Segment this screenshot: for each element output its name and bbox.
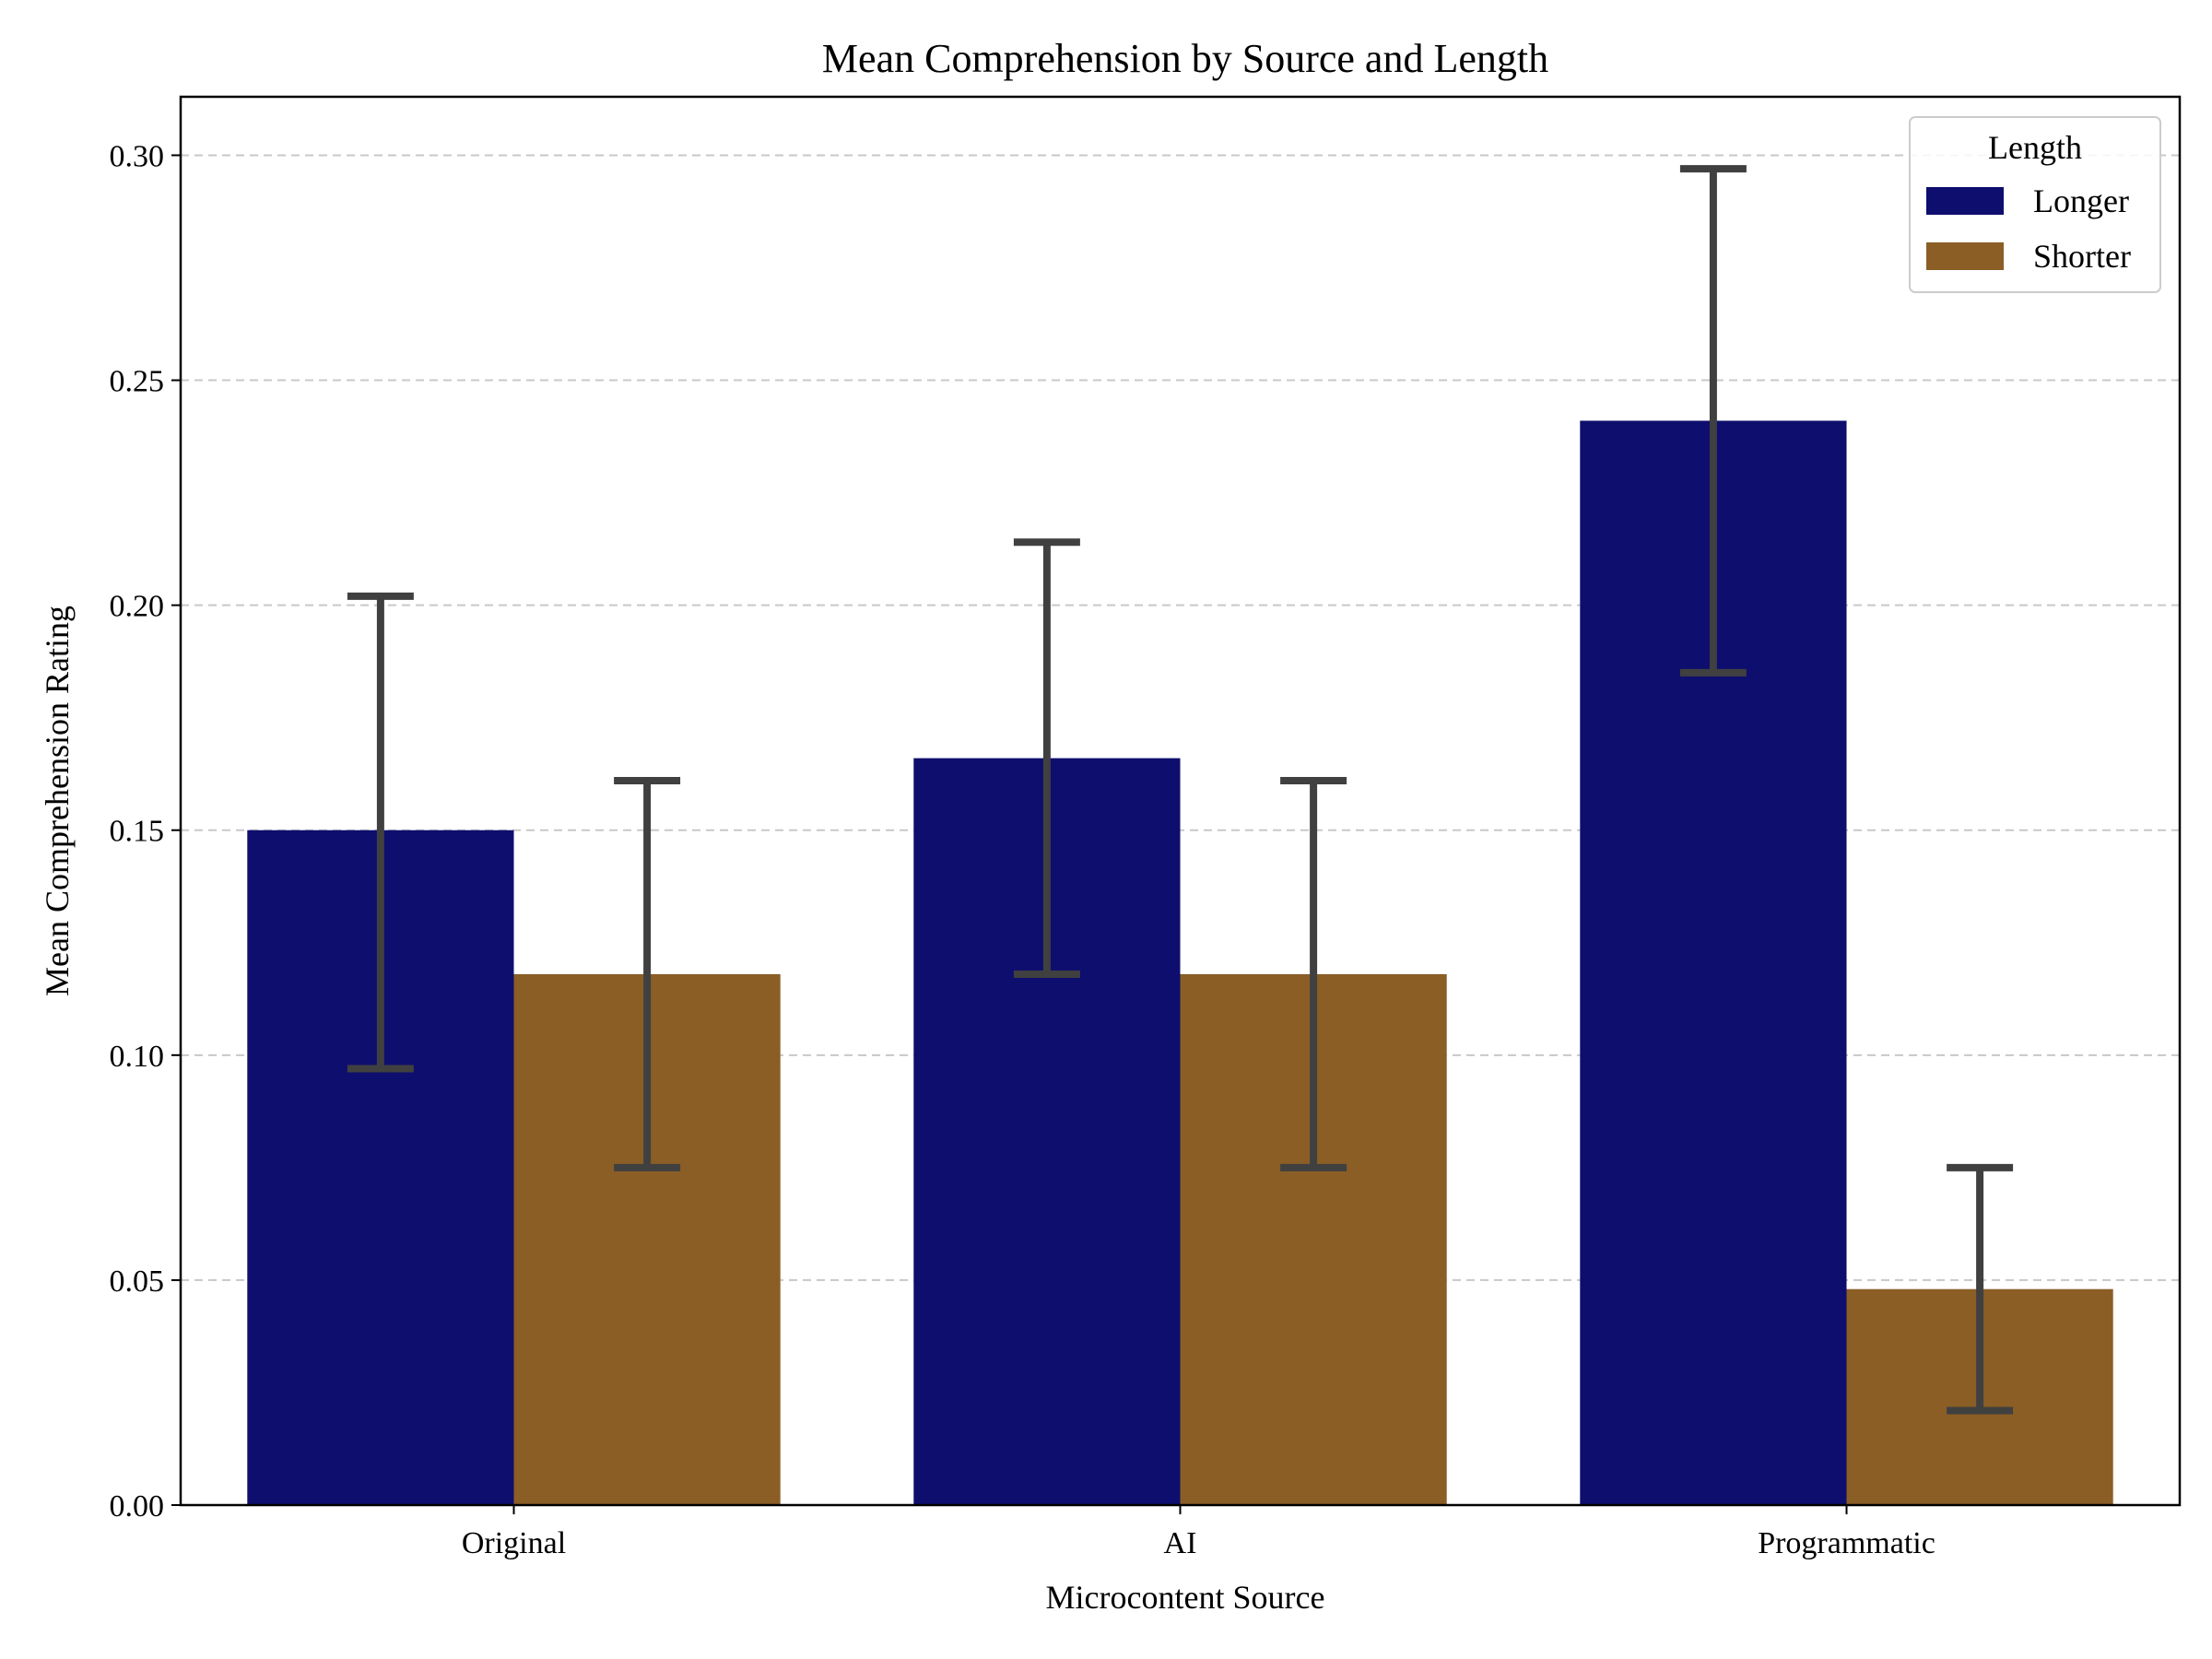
legend-label-shorter: Shorter: [2033, 238, 2131, 275]
y-axis-title: Mean Comprehension Rating: [39, 606, 76, 996]
y-tick-label: 0.15: [110, 815, 165, 849]
legend-label-longer: Longer: [2033, 182, 2129, 219]
x-axis-ticks: Original AI Programmatic: [462, 1505, 1936, 1560]
bars: [247, 420, 2113, 1506]
y-tick-label: 0.00: [110, 1489, 165, 1524]
legend-swatch-shorter: [1926, 242, 2004, 270]
y-tick-label: 0.30: [110, 139, 165, 173]
x-axis-title: Microcontent Source: [1046, 1579, 1325, 1616]
error-bars: [347, 165, 2014, 1415]
legend-swatch-longer: [1926, 187, 2004, 215]
y-tick-label: 0.05: [110, 1265, 165, 1299]
legend: Length Longer Shorter: [1909, 116, 2161, 293]
y-tick-label: 0.20: [110, 590, 165, 624]
chart-title: Mean Comprehension by Source and Length: [822, 36, 1548, 81]
y-tick-label: 0.25: [110, 365, 165, 399]
y-tick-label: 0.10: [110, 1040, 165, 1074]
x-tick-label: AI: [1164, 1526, 1197, 1560]
y-axis-ticks: 0.00 0.05 0.10 0.15 0.20 0.25 0.30: [110, 139, 181, 1524]
x-tick-label: Programmatic: [1758, 1526, 1936, 1560]
x-tick-label: Original: [462, 1526, 566, 1560]
legend-title: Length: [1988, 129, 2082, 166]
